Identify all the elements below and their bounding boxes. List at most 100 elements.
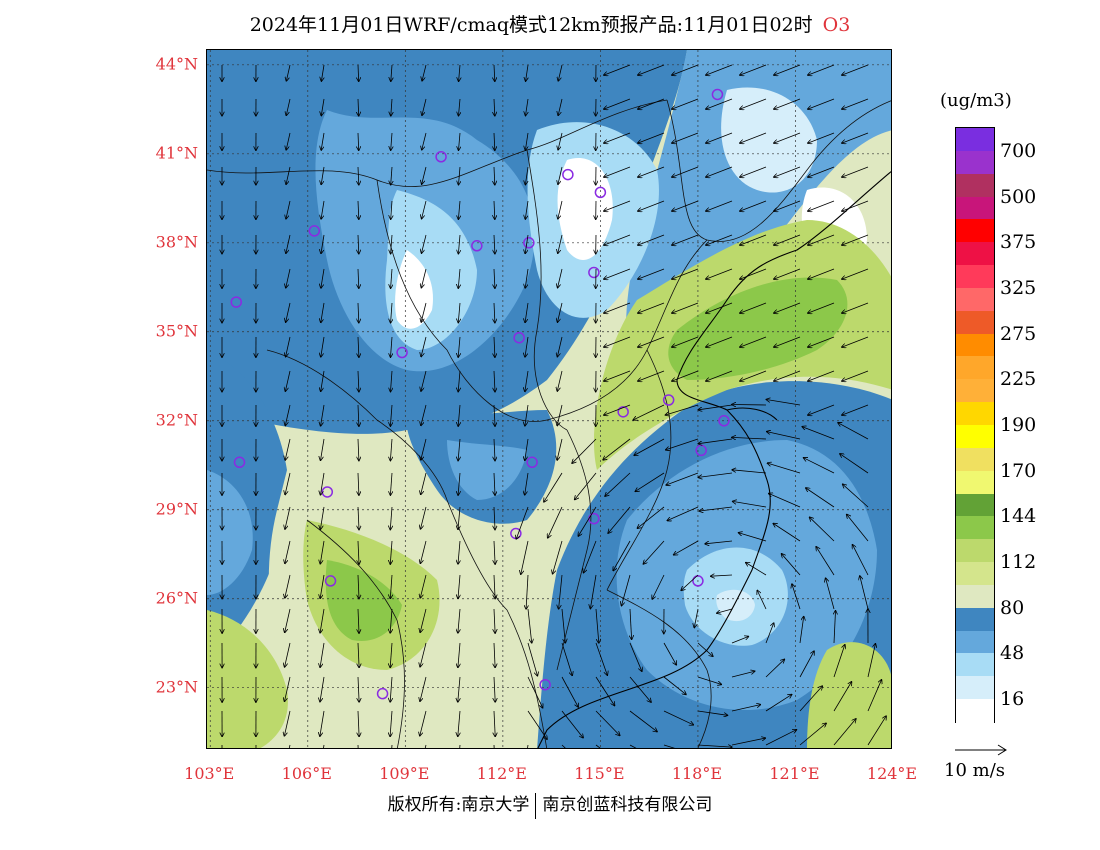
legend-tick-label: 275 <box>1000 322 1037 345</box>
wind-arrow <box>286 98 291 115</box>
wind-arrow <box>494 370 495 392</box>
lat-label: 26°N <box>155 588 198 608</box>
wind-arrow <box>765 730 796 746</box>
wind-arrow <box>808 234 835 245</box>
wind-arrow <box>740 132 767 143</box>
wind-arrow <box>808 98 835 109</box>
wind-arrow <box>774 98 801 109</box>
wind-arrow <box>740 302 767 313</box>
wind-arrow <box>358 64 359 81</box>
wind-arrow <box>285 608 291 632</box>
legend-color-swatch <box>956 653 994 677</box>
lon-label: 103°E <box>184 764 235 783</box>
wind-arrow <box>494 642 495 667</box>
wind-arrow <box>548 506 563 538</box>
wind-arrow <box>840 454 869 474</box>
station-marker <box>588 266 600 279</box>
wind-arrow <box>558 132 563 150</box>
wind-arrow <box>458 438 460 461</box>
wind-arrow <box>842 132 869 143</box>
wind-arrow <box>421 370 427 391</box>
wind-arrow <box>698 404 733 410</box>
wind-arrow <box>637 506 665 528</box>
lon-label: 109°E <box>379 764 430 783</box>
station-marker <box>539 678 551 691</box>
wind-arrow <box>321 64 324 81</box>
wind-arrow <box>842 234 869 245</box>
wind-arrow <box>286 268 291 288</box>
legend-tick-label: 80 <box>1000 596 1025 619</box>
wind-arrow <box>604 166 631 177</box>
wind-arrow <box>706 336 733 347</box>
wind-arrow <box>459 64 460 81</box>
wind-arrow <box>458 710 460 736</box>
wind-arrow <box>358 200 359 219</box>
wind-arrow <box>740 370 767 381</box>
wind-arrow <box>638 336 665 347</box>
wind-arrow <box>697 745 732 747</box>
station-marker <box>718 415 730 427</box>
wind-arrow <box>629 710 657 732</box>
wind-arrow <box>527 710 547 739</box>
wind-arrow <box>420 574 427 598</box>
wind-arrow <box>286 302 291 322</box>
wind-arrow <box>731 705 760 712</box>
wind-arrow <box>740 98 767 109</box>
wind-arrow <box>672 268 699 279</box>
wind-arrow <box>422 200 427 219</box>
lat-label: 35°N <box>155 321 198 341</box>
wind-arrow <box>494 404 495 426</box>
wind-arrow <box>810 517 835 542</box>
wind-arrow <box>494 574 495 599</box>
lon-label: 121°E <box>769 764 820 783</box>
wind-arrow <box>494 200 495 219</box>
wind-arrow <box>286 132 291 150</box>
wind-arrow <box>663 744 676 748</box>
wind-arrow <box>390 710 392 736</box>
wind-arrow <box>320 710 325 736</box>
wind-arrow <box>561 642 572 675</box>
wind-arrow <box>629 744 637 748</box>
wind-arrow <box>358 506 359 530</box>
wind-arrow <box>358 472 359 495</box>
legend-color-swatch <box>956 539 994 563</box>
wind-arrow <box>575 472 597 500</box>
wind-arrow <box>494 506 495 530</box>
wind-arrow <box>663 676 686 694</box>
wind-arrow <box>458 370 460 392</box>
o3-concentration-field <box>207 50 891 748</box>
wind-arrow <box>526 64 528 81</box>
wind-arrow <box>494 302 495 323</box>
wind-arrow <box>390 506 392 530</box>
wind-arrow <box>842 302 869 313</box>
wind-arrow <box>774 200 801 211</box>
copyright-divider <box>535 792 537 819</box>
wind-arrow <box>799 723 826 746</box>
wind-arrow <box>525 336 529 357</box>
wind-arrow <box>390 438 392 461</box>
wind-arrow <box>672 166 699 177</box>
wind-arrow <box>629 642 642 671</box>
lon-label: 112°E <box>476 764 527 783</box>
wind-arrow <box>391 200 392 219</box>
wind-arrow <box>740 200 767 211</box>
wind-arrow <box>697 642 713 656</box>
wind-arrow <box>572 438 597 463</box>
wind-arrow <box>799 686 822 712</box>
wind-arrow <box>732 405 767 406</box>
wind-arrow <box>525 132 529 150</box>
wind-arrow <box>525 302 529 322</box>
wind-arrow <box>634 438 665 455</box>
wind-arrow <box>557 336 563 357</box>
lat-label: 32°N <box>155 410 198 430</box>
wind-arrow <box>808 268 835 279</box>
wind-arrow <box>525 404 529 426</box>
wind-arrow <box>774 166 801 177</box>
wind-arrow <box>494 540 495 564</box>
wind-arrow <box>808 132 835 143</box>
wind-arrow <box>666 404 699 415</box>
wind-arrow <box>808 370 835 381</box>
wind-arrow <box>740 64 767 75</box>
wind-arrow <box>391 302 392 323</box>
wind-reference-arrow <box>955 744 1007 756</box>
